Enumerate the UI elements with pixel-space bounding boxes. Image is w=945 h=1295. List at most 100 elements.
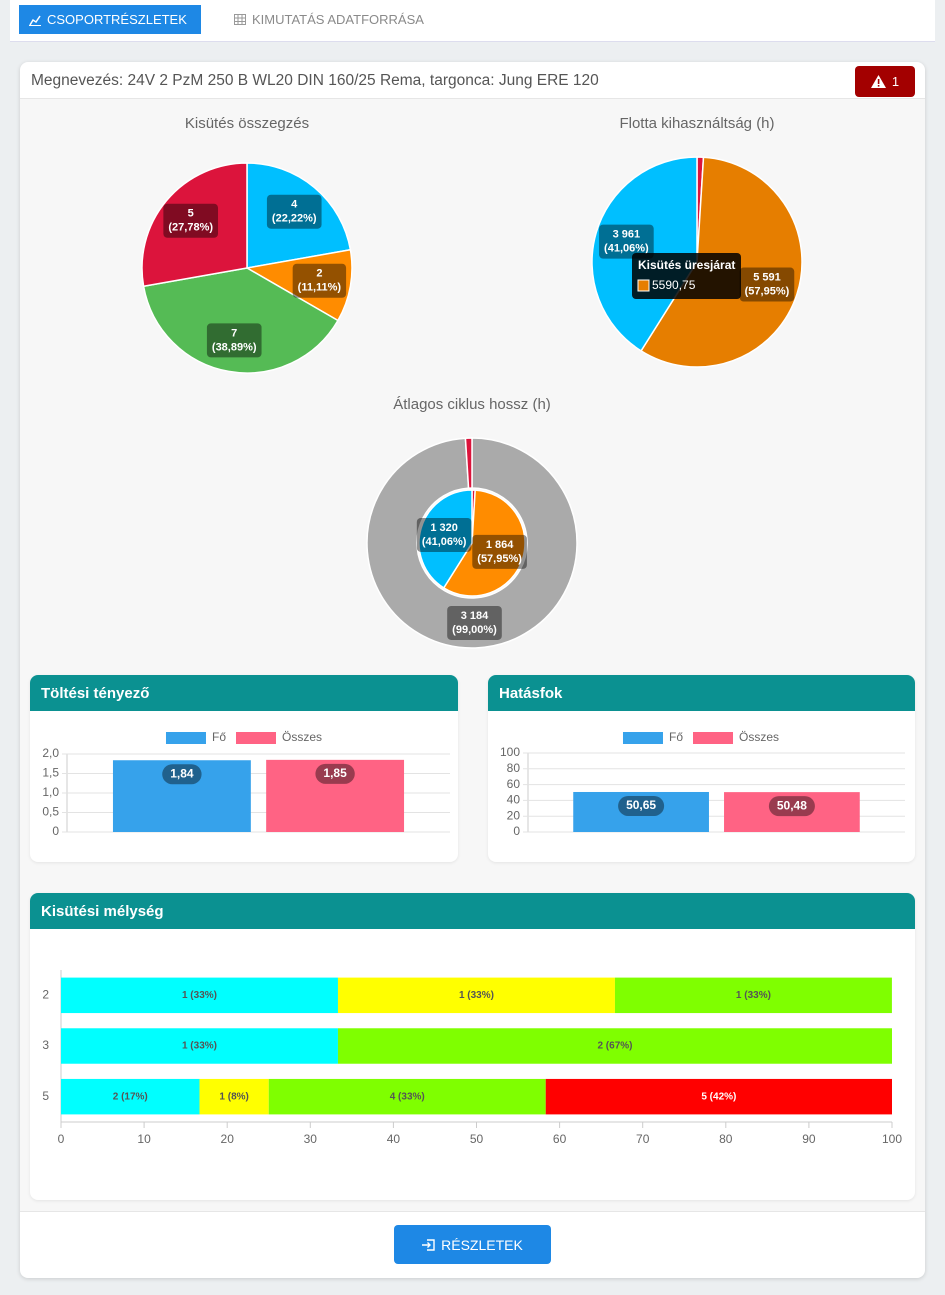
data-label: (99,00%) [452, 624, 497, 636]
card-title: Megnevezés: 24V 2 PzM 250 B WL20 DIN 160… [31, 72, 599, 89]
pie-slice [142, 267, 339, 374]
card-header: Töltési tényező [30, 675, 458, 711]
data-label: 50,48 [777, 798, 807, 812]
data-label: 2 (67%) [597, 1041, 632, 1052]
tab-datasource[interactable]: KIMUTATÁS ADATFORRÁSA [224, 5, 434, 34]
x-tick-label: 30 [304, 1132, 318, 1146]
pie-slice [246, 162, 352, 269]
y-tick-label: 2,0 [42, 746, 59, 760]
legend-swatch [165, 732, 206, 744]
x-tick-label: 20 [221, 1132, 235, 1146]
legend-label: Összes [282, 730, 322, 744]
x-tick-label: 50 [470, 1132, 484, 1146]
button-label: RÉSZLETEK [441, 1236, 523, 1253]
tooltip-title: Kisütés üresjárat [638, 258, 735, 272]
y-tick-label: 40 [507, 793, 521, 807]
data-label: (57,95%) [745, 285, 790, 297]
data-label: (38,89%) [212, 341, 257, 353]
x-tick-label: 100 [882, 1132, 902, 1146]
data-label: 1 (33%) [459, 990, 494, 1001]
tooltip [632, 253, 741, 299]
chart-title: Átlagos ciklus hossz (h) [393, 396, 551, 413]
data-label: (11,11%) [298, 282, 342, 294]
legend-swatch [622, 732, 663, 744]
bar [112, 760, 251, 832]
tooltip-swatch [637, 279, 650, 292]
data-label-box [266, 194, 322, 229]
data-label-box [472, 534, 527, 569]
y-tick-label: 60 [507, 777, 521, 791]
legend-swatch [693, 732, 733, 744]
data-label-box [163, 203, 219, 238]
chart-icon [29, 15, 41, 26]
x-tick-label: 80 [719, 1132, 733, 1146]
data-label-box [206, 323, 262, 358]
data-label-box [162, 764, 202, 785]
x-tick-label: 40 [387, 1132, 401, 1146]
y-tick-label: 5 [42, 1089, 49, 1103]
data-label: (41,06%) [604, 243, 649, 255]
tab-label: CSOPORTRÉSZLETEK [47, 12, 187, 27]
y-tick-label: 100 [500, 745, 520, 759]
data-label: 5 (42%) [701, 1091, 736, 1102]
warning-icon [870, 75, 886, 88]
data-label-box [416, 517, 472, 552]
y-tick-label: 80 [507, 761, 521, 775]
tab-label: KIMUTATÁS ADATFORRÁSA [252, 12, 424, 27]
data-label-box [315, 763, 355, 784]
y-tick-label: 0 [513, 824, 520, 838]
data-label: 1 (8%) [219, 1091, 248, 1102]
data-label-box [739, 267, 795, 302]
data-label: 2 (17%) [113, 1091, 148, 1102]
alert-badge[interactable]: 1 [855, 66, 915, 97]
x-tick-label: 70 [636, 1132, 650, 1146]
bar-segment [61, 1028, 338, 1064]
data-label: 3 961 [613, 229, 641, 241]
data-label: (57,95%) [477, 553, 522, 565]
y-tick-label: 0,5 [42, 805, 59, 819]
data-label: 1,84 [170, 766, 194, 780]
legend-label: Fő [669, 730, 683, 744]
data-label: 1 864 [486, 539, 514, 551]
bar-segment [199, 1078, 269, 1115]
y-tick-label: 3 [42, 1038, 49, 1052]
data-label-box [599, 224, 654, 259]
data-label-box [768, 796, 815, 817]
x-tick-label: 60 [553, 1132, 567, 1146]
x-tick-label: 10 [137, 1132, 151, 1146]
data-label-box [618, 795, 665, 816]
bar [724, 792, 860, 832]
y-tick-label: 0 [52, 824, 59, 838]
data-label: 4 [291, 199, 298, 211]
chart-title: Kisütés összegzés [185, 115, 309, 132]
y-tick-label: 1,0 [42, 785, 59, 799]
data-label: 1 (33%) [736, 990, 771, 1001]
data-label: 5 591 [753, 271, 781, 283]
data-label: 1 (33%) [182, 1041, 217, 1052]
x-tick-label: 90 [802, 1132, 816, 1146]
data-label: 1,85 [323, 766, 347, 780]
data-label: (27,78%) [168, 222, 213, 234]
bar-segment [614, 977, 892, 1014]
legend-label: Összes [739, 730, 779, 744]
details-button[interactable]: RÉSZLETEK [394, 1225, 551, 1264]
legend-label: Fő [212, 730, 226, 744]
data-label: 7 [231, 327, 237, 339]
bar-segment [268, 1078, 546, 1115]
bar-segment [545, 1078, 892, 1115]
data-label: 2 [316, 268, 322, 280]
pie-slice [442, 489, 526, 597]
legend-swatch [236, 732, 276, 744]
pie-slice [418, 489, 473, 589]
bar [266, 759, 405, 832]
data-label: 1 (33%) [182, 990, 217, 1001]
y-tick-label: 2 [42, 988, 49, 1002]
bar-segment [61, 977, 338, 1014]
y-tick-label: 1,5 [42, 766, 59, 780]
tab-group-details[interactable]: CSOPORTRÉSZLETEK [19, 5, 201, 34]
tooltip-value: 5590,75 [652, 278, 696, 292]
tab-bar: CSOPORTRÉSZLETEK KIMUTATÁS ADATFORRÁSA [10, 0, 935, 42]
data-label: 50,65 [626, 798, 656, 812]
data-label: 1 320 [430, 522, 458, 534]
